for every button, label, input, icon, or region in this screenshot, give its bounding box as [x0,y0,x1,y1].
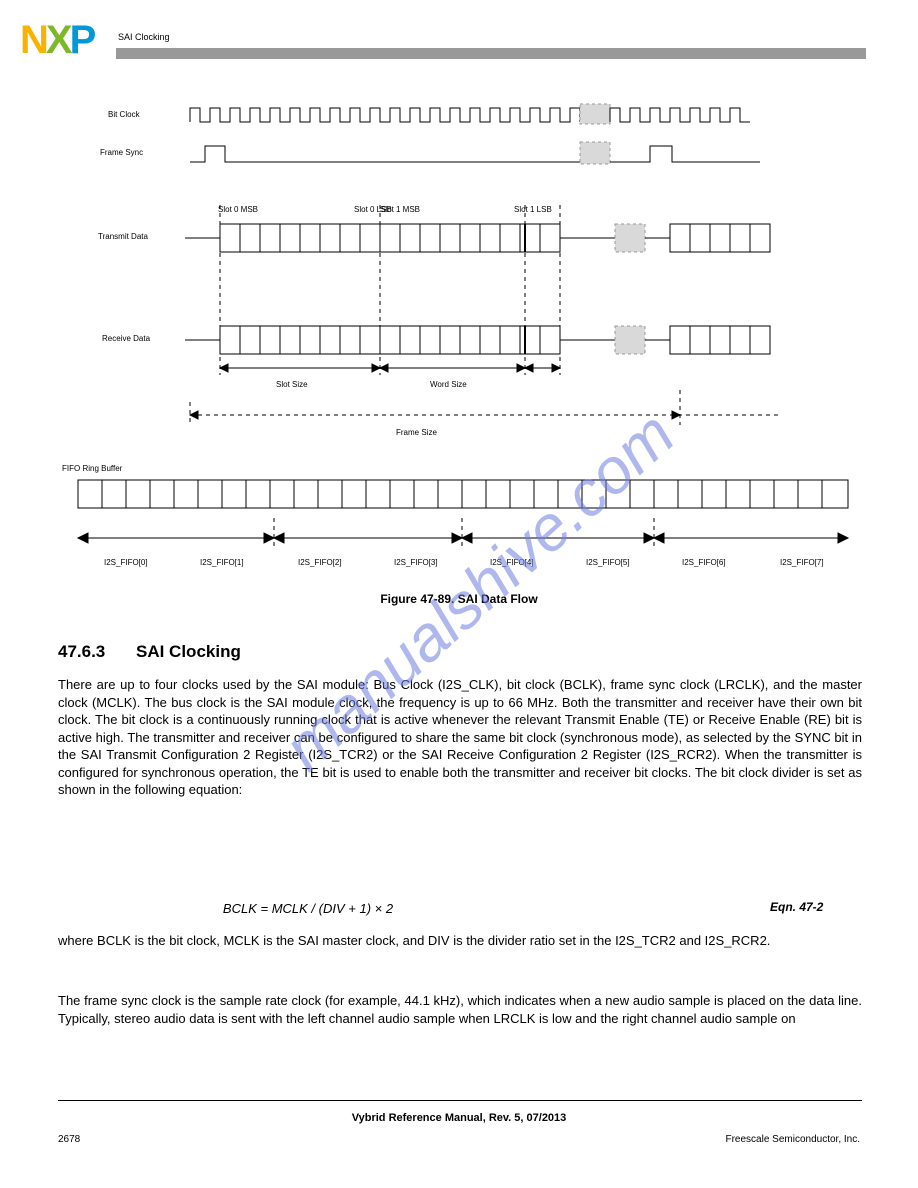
word-size-label: Word Size [430,380,467,389]
heading-title: SAI Clocking [136,642,241,662]
fifo0: I2S_FIFO[0] [104,558,148,567]
slot1-lsb-tx: Slot 1 LSB [514,205,552,214]
fifo-buffer-svg [60,468,880,578]
tx-data-row [185,224,770,252]
frame-sync-label: Frame Sync [100,148,143,157]
slot-size-label: Slot Size [276,380,308,389]
size-arrows [220,364,560,372]
footer-pub: Freescale Semiconductor, Inc. [725,1134,860,1145]
heading-num: 47.6.3 [58,642,105,662]
nxp-logo: NXP [20,18,93,63]
frame-size-label: Frame Size [396,428,437,437]
figure-caption: Figure 47-89. SAI Data Flow [0,592,918,606]
bit-clock-wave [190,104,750,124]
para2: The frame sync clock is the sample rate … [58,992,862,1027]
logo-x: X [46,18,70,62]
header-section-title: SAI Clocking [118,32,170,42]
fifo6: I2S_FIFO[6] [682,558,726,567]
equation: BCLK = MCLK / (DIV + 1) × 2 [58,900,558,918]
fifo1: I2S_FIFO[1] [200,558,244,567]
frame-sync-wave [190,142,760,164]
para1: There are up to four clocks used by the … [58,676,862,799]
fifo4: I2S_FIFO[4] [490,558,534,567]
tx-data-label: Transmit Data [98,232,148,241]
slot1-msb-tx: Slot 1 MSB [380,205,420,214]
logo-n: N [20,18,46,62]
fifo-buffer-label: FIFO Ring Buffer [62,464,122,473]
header-rule [116,48,866,59]
rx-data-label: Receive Data [102,334,150,343]
para-cont: where BCLK is the bit clock, MCLK is the… [58,932,862,950]
footer-rule [58,1100,862,1101]
fifo3: I2S_FIFO[3] [394,558,438,567]
bit-clock-label: Bit Clock [108,110,140,119]
logo-p: P [70,18,94,62]
fifo7: I2S_FIFO[7] [780,558,824,567]
footer-page: 2678 [58,1134,80,1145]
footer-title: Vybrid Reference Manual, Rev. 5, 07/2013 [0,1112,918,1124]
rx-data-row [185,326,770,354]
frame-size-arrow [190,390,780,425]
fifo2: I2S_FIFO[2] [298,558,342,567]
eq-label: Eqn. 47-2 [770,900,823,914]
fifo5: I2S_FIFO[5] [586,558,630,567]
slot0-msb-tx: Slot 0 MSB [218,205,258,214]
timing-diagram [60,90,880,480]
